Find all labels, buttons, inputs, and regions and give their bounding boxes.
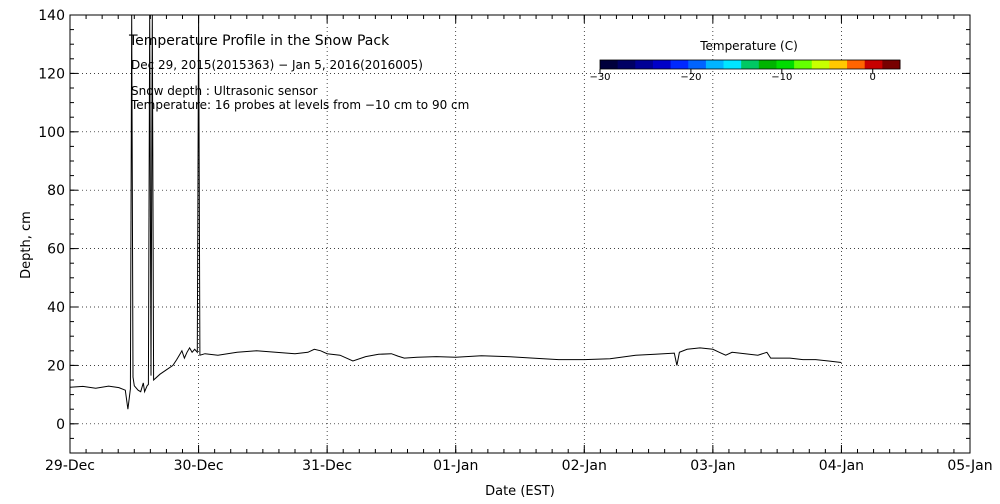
colorbar-swatch [776, 60, 795, 69]
colorbar-swatch [723, 60, 742, 69]
y-tick-label: 20 [47, 358, 65, 374]
y-tick-label: 140 [38, 8, 65, 24]
colorbar-title: Temperature (C) [699, 39, 798, 53]
x-tick-label: 02-Jan [562, 458, 607, 474]
colorbar-swatch [829, 60, 848, 69]
colorbar-swatch [652, 60, 672, 69]
x-axis-label: Date (EST) [485, 484, 555, 499]
colorbar-swatch [600, 60, 619, 69]
colorbar-tick-label: −30 [589, 72, 610, 83]
plot-frame [69, 14, 971, 454]
y-tick-label: 60 [47, 242, 65, 258]
y-tick-label: 80 [47, 183, 65, 199]
colorbar-swatch [882, 60, 901, 69]
colorbar-swatch [741, 60, 760, 69]
y-axis-label: Depth, cm [19, 211, 34, 279]
x-tick-label: 05-Jan [947, 458, 992, 474]
y-tick-label: 100 [38, 125, 65, 141]
colorbar-swatch [635, 60, 654, 69]
x-tick-label: 31-Dec [302, 458, 352, 474]
colorbar-swatch [688, 60, 707, 69]
colorbar-swatch [758, 60, 777, 69]
x-tick-label: 29-Dec [45, 458, 95, 474]
colorbar-frame [599, 59, 901, 70]
chart-title: Temperature Profile in the Snow Pack [128, 33, 390, 49]
annotation-temperature: Temperature: 16 probes at levels from −1… [130, 98, 469, 112]
chart-subtitle: Dec 29, 2015(2015363) − Jan 5, 2016(2016… [131, 58, 423, 72]
annotation-snow-depth: Snow depth : Ultrasonic sensor [131, 84, 318, 98]
colorbar-tick-label: −10 [771, 72, 792, 83]
series-layer [69, 14, 842, 410]
grid [70, 14, 970, 453]
axes: 0 20 40 60 80 100 120 140 29-Dec 30-Dec 31-Dec 01-J… [38, 8, 992, 474]
colorbar-swatch [847, 60, 866, 69]
colorbar-swatch [670, 60, 689, 69]
y-tick-label: 120 [38, 66, 65, 82]
y-tick-label: 0 [56, 417, 65, 433]
x-tick-label: 03-Jan [690, 458, 735, 474]
colorbar-swatch [705, 60, 725, 69]
x-tick-label: 30-Dec [174, 458, 224, 474]
x-tick-label: 04-Jan [819, 458, 864, 474]
y-tick-label: 40 [47, 300, 65, 316]
colorbar-tick-label: −20 [680, 72, 701, 83]
colorbar-tick-label: 0 [870, 72, 876, 83]
series-line-snow-depth [69, 14, 842, 410]
colorbar-swatch [811, 60, 830, 69]
colorbar-swatch [617, 60, 636, 69]
colorbar: −30 −20 −10 0 [589, 59, 901, 83]
colorbar-swatch [794, 60, 813, 69]
colorbar-swatch [864, 60, 883, 69]
x-tick-label: 01-Jan [433, 458, 478, 474]
